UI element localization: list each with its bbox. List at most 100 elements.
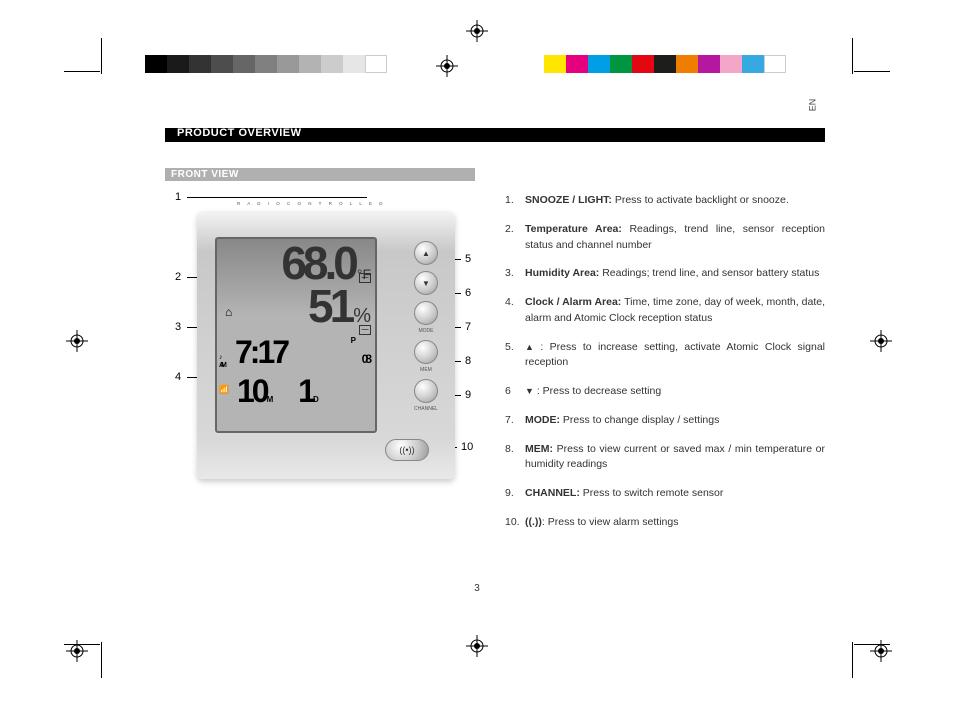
temperature-value: 68.0: [281, 243, 355, 284]
description-label: MODE:: [525, 414, 560, 426]
device-body: R A D I O C O N T R O L L E D 68.0 °F — …: [197, 211, 455, 479]
color-colorbar: [544, 55, 786, 73]
description-number: 1.: [505, 193, 525, 209]
description-label: Humidity Area:: [525, 267, 599, 279]
callout-8: 8: [465, 355, 471, 367]
description-item: 3.Humidity Area: Readings; trend line, a…: [505, 266, 825, 282]
mode-label: MODE: [419, 328, 434, 334]
registration-mark-icon: [436, 55, 458, 77]
description-number: 8.: [505, 442, 525, 474]
swatch: [698, 55, 720, 73]
callout-2: 2: [175, 271, 181, 283]
description-number: 3.: [505, 266, 525, 282]
snooze-button[interactable]: ((•)): [385, 439, 429, 461]
alarm-icon: ♪: [219, 354, 220, 361]
swatch: [566, 55, 588, 73]
description-number: 9.: [505, 486, 525, 502]
swatch: [277, 55, 299, 73]
callout-6: 6: [465, 287, 471, 299]
date-day: 1: [298, 373, 313, 409]
description-number: 2.: [505, 222, 525, 254]
description-text: MEM: Press to view current or saved max …: [525, 442, 825, 474]
signal-icon: 📶: [219, 385, 226, 394]
language-tag: EN: [808, 99, 818, 112]
channel-label: CHANNEL: [414, 406, 438, 412]
callout-9: 9: [465, 389, 471, 401]
swatch: [742, 55, 764, 73]
section-title: PRODUCT OVERVIEW: [177, 127, 302, 139]
description-label: Clock / Alarm Area:: [525, 296, 621, 308]
swatch: [189, 55, 211, 73]
description-item: 10.((.)): Press to view alarm settings: [505, 515, 825, 531]
registration-mark-icon: [466, 20, 488, 42]
crop-mark: [101, 642, 102, 678]
device-diagram: 1 2 3 4 5 6 7 8 9 10: [165, 193, 475, 493]
swatch: [255, 55, 277, 73]
down-button[interactable]: ▼: [414, 271, 438, 295]
description-text: SNOOZE / LIGHT: Press to activate backli…: [525, 193, 825, 209]
swatch: [654, 55, 676, 73]
description-text: ((.)): Press to view alarm settings: [525, 515, 825, 531]
swatch: [544, 55, 566, 73]
page-number: 3: [474, 583, 480, 594]
swatch: [365, 55, 387, 73]
time-p-indicator: P: [351, 336, 353, 345]
crop-mark: [854, 71, 890, 72]
description-text: ▼ : Press to decrease setting: [525, 384, 825, 400]
description-item: 2.Temperature Area: Readings, trend line…: [505, 222, 825, 254]
callout-3: 3: [175, 321, 181, 333]
description-list: 1.SNOOZE / LIGHT: Press to activate back…: [505, 193, 825, 531]
description-label: Temperature Area:: [525, 223, 622, 235]
crop-mark: [852, 38, 853, 74]
description-item: 4.Clock / Alarm Area: Time, time zone, d…: [505, 295, 825, 327]
time-value: 7:17: [235, 334, 287, 370]
swatch: [321, 55, 343, 73]
callout-1: 1: [175, 191, 181, 203]
registration-mark-icon: [870, 640, 892, 662]
description-item: 8.MEM: Press to view current or saved ma…: [505, 442, 825, 474]
description-text: Temperature Area: Readings, trend line, …: [525, 222, 825, 254]
swatch: [167, 55, 189, 73]
mem-label: MEM: [420, 367, 432, 373]
triangle-icon: ▼: [525, 385, 534, 399]
house-icon: ⌂: [225, 305, 232, 319]
description-label: SNOOZE / LIGHT:: [525, 194, 612, 206]
registration-mark-icon: [870, 330, 892, 352]
grayscale-colorbar: [145, 55, 387, 73]
section-subtitle: FRONT VIEW: [165, 168, 475, 181]
swatch: [211, 55, 233, 73]
description-item: 6▼ : Press to decrease setting: [505, 384, 825, 400]
swatch: [610, 55, 632, 73]
crop-mark: [101, 38, 102, 74]
callout-10: 10: [461, 441, 473, 453]
callout-7: 7: [465, 321, 471, 333]
mem-button[interactable]: [414, 340, 438, 364]
description-number: 6: [505, 384, 525, 400]
swatch: [588, 55, 610, 73]
description-label: ((.)): [525, 516, 542, 528]
date-month: 10: [237, 373, 267, 409]
description-number: 7.: [505, 413, 525, 429]
time-seconds: 08: [362, 352, 369, 366]
crop-mark: [852, 642, 853, 678]
swatch: [145, 55, 167, 73]
description-number: 4.: [505, 295, 525, 327]
description-item: 5.▲ : Press to increase setting, activat…: [505, 340, 825, 372]
description-text: CHANNEL: Press to switch remote sensor: [525, 486, 825, 502]
swatch: [764, 55, 786, 73]
description-item: 9.CHANNEL: Press to switch remote sensor: [505, 486, 825, 502]
callout-5: 5: [465, 253, 471, 265]
description-item: 7.MODE: Press to change display / settin…: [505, 413, 825, 429]
swatch: [233, 55, 255, 73]
device-lcd-screen: 68.0 °F — ⌂ 51 % — ♪: [215, 237, 377, 433]
up-button[interactable]: ▲: [414, 241, 438, 265]
mode-button[interactable]: [414, 301, 438, 325]
callout-4: 4: [175, 371, 181, 383]
description-text: ▲ : Press to increase setting, activate …: [525, 340, 825, 372]
registration-mark-icon: [66, 330, 88, 352]
page-content: PRODUCT OVERVIEW FRONT VIEW 1 2 3 4 5 6 …: [165, 128, 825, 544]
channel-button[interactable]: [414, 379, 438, 403]
swatch: [676, 55, 698, 73]
triangle-icon: ▲: [525, 341, 534, 355]
description-text: Clock / Alarm Area: Time, time zone, day…: [525, 295, 825, 327]
